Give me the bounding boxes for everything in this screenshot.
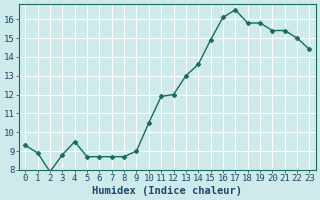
X-axis label: Humidex (Indice chaleur): Humidex (Indice chaleur) [92, 186, 242, 196]
